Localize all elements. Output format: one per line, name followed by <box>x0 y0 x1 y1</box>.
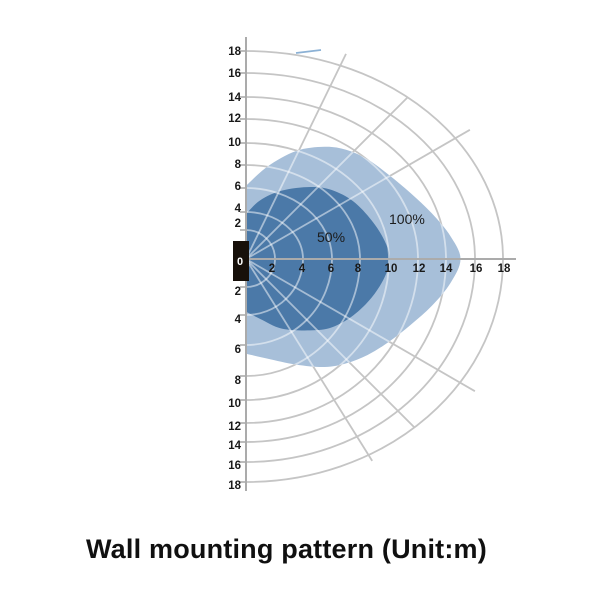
figure-caption: Wall mounting pattern (Unit:m) <box>86 534 487 564</box>
wall-scale-label-10: 10 <box>228 137 241 149</box>
range-scale-label-4: 4 <box>299 263 306 275</box>
range-scale-label-2: 2 <box>269 263 275 275</box>
wall-scale-label-4: 4 <box>235 314 242 326</box>
wall-scale-label-8: 8 <box>235 375 242 387</box>
grid-ray-up-45 <box>246 146 409 260</box>
grid-ray-down-58 <box>246 258 373 368</box>
lobe-label-100%: 100% <box>389 211 425 227</box>
grid-ray-down-30 <box>246 258 461 368</box>
wall-scale-label-14: 14 <box>228 440 241 452</box>
device-marker <box>233 241 249 281</box>
print-artifact-dash <box>295 49 322 54</box>
range-scale-label-10: 10 <box>385 263 398 275</box>
wall-scale-label-16: 16 <box>228 460 241 472</box>
range-scale-label-12: 12 <box>413 263 426 275</box>
wall-scale-label-16: 16 <box>228 68 241 80</box>
range-scale-label-16: 16 <box>470 263 483 275</box>
wall-scale-label-4: 4 <box>235 203 242 215</box>
wall-scale-label-18: 18 <box>228 46 241 58</box>
device-zero-label: 0 <box>237 256 243 268</box>
range-scale-label-18: 18 <box>498 263 511 275</box>
wall-scale-label-12: 12 <box>228 113 241 125</box>
wall-scale-label-10: 10 <box>228 398 241 410</box>
lobe-label-50%: 50% <box>317 229 345 245</box>
wall-scale-label-6: 6 <box>235 181 241 193</box>
wall-scale-label-12: 12 <box>228 421 241 433</box>
wall-scale-label-18: 18 <box>228 480 241 492</box>
range-scale-label-6: 6 <box>328 263 334 275</box>
range-scale-label-8: 8 <box>355 263 362 275</box>
wall-scale-label-2: 2 <box>235 218 241 230</box>
grid-ray-down-45 <box>246 258 416 368</box>
wall-scale-label-14: 14 <box>228 92 241 104</box>
wall-scale-label-2: 2 <box>235 286 241 298</box>
grid-ray-up-64 <box>246 146 347 260</box>
wall-scale-label-8: 8 <box>235 159 242 171</box>
range-scale-label-14: 14 <box>440 263 453 275</box>
wall-scale-label-6: 6 <box>235 344 241 356</box>
